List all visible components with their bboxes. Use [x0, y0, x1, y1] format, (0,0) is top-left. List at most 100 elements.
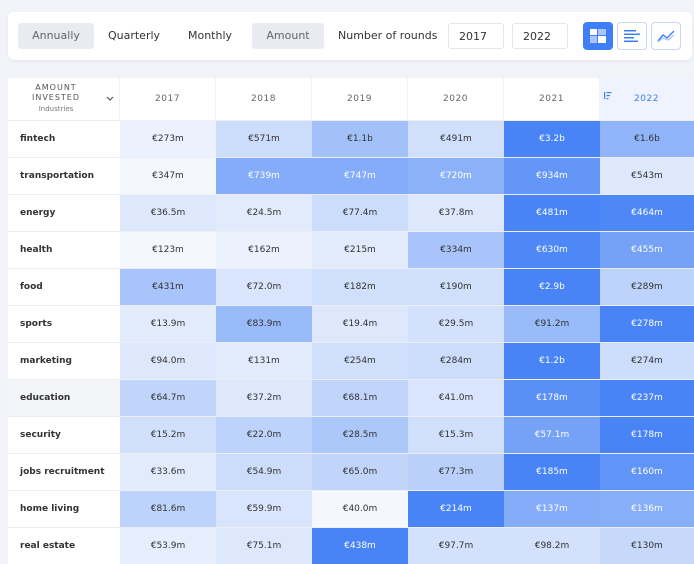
heatmap-cell[interactable]: €747m: [312, 158, 408, 194]
heatmap-cell[interactable]: €254m: [312, 343, 408, 379]
heatmap-cell[interactable]: €162m: [216, 232, 312, 268]
heatmap-cell[interactable]: €33.6m: [120, 454, 216, 490]
industry-label[interactable]: food: [20, 282, 43, 292]
heatmap-cell[interactable]: €130m: [600, 528, 694, 564]
heatmap-cell[interactable]: €15.2m: [120, 417, 216, 453]
quarterly-button[interactable]: Quarterly: [107, 29, 161, 42]
heatmap-cell[interactable]: €543m: [600, 158, 694, 194]
year-header-2020[interactable]: 2020: [408, 78, 504, 120]
heatmap-cell[interactable]: €1.1b: [312, 121, 408, 157]
heatmap-cell[interactable]: €455m: [600, 232, 694, 268]
industry-label[interactable]: security: [20, 430, 61, 440]
to-year-select[interactable]: 2022: [512, 23, 568, 49]
heatmap-cell[interactable]: €178m: [600, 417, 694, 453]
heatmap-cell[interactable]: €75.1m: [216, 528, 312, 564]
heatmap-cell[interactable]: €64.7m: [120, 380, 216, 416]
heatmap-cell[interactable]: €438m: [312, 528, 408, 564]
heatmap-cell[interactable]: €739m: [216, 158, 312, 194]
heatmap-view-button[interactable]: [583, 22, 613, 50]
heatmap-cell[interactable]: €131m: [216, 343, 312, 379]
year-header-2018[interactable]: 2018: [216, 78, 312, 120]
heatmap-cell[interactable]: €37.8m: [408, 195, 504, 231]
heatmap-cell[interactable]: €185m: [504, 454, 600, 490]
year-header-2022[interactable]: 2022: [600, 78, 694, 120]
heatmap-cell[interactable]: €22.0m: [216, 417, 312, 453]
industry-label[interactable]: sports: [20, 319, 53, 329]
heatmap-cell[interactable]: €19.4m: [312, 306, 408, 342]
heatmap-cell[interactable]: €481m: [504, 195, 600, 231]
heatmap-cell[interactable]: €289m: [600, 269, 694, 305]
industry-label[interactable]: energy: [20, 208, 56, 218]
heatmap-cell[interactable]: €72.0m: [216, 269, 312, 305]
heatmap-cell[interactable]: €13.9m: [120, 306, 216, 342]
heatmap-cell[interactable]: €347m: [120, 158, 216, 194]
heatmap-cell[interactable]: €215m: [312, 232, 408, 268]
heatmap-cell[interactable]: €2.9b: [504, 269, 600, 305]
heatmap-cell[interactable]: €190m: [408, 269, 504, 305]
heatmap-cell[interactable]: €273m: [120, 121, 216, 157]
heatmap-cell[interactable]: €57.1m: [504, 417, 600, 453]
heatmap-cell[interactable]: €284m: [408, 343, 504, 379]
industry-label[interactable]: real estate: [20, 541, 76, 551]
heatmap-cell[interactable]: €464m: [600, 195, 694, 231]
heatmap-cell[interactable]: €41.0m: [408, 380, 504, 416]
amount-button[interactable]: Amount: [252, 23, 324, 49]
heatmap-cell[interactable]: €630m: [504, 232, 600, 268]
heatmap-cell[interactable]: €278m: [600, 306, 694, 342]
heatmap-cell[interactable]: €81.6m: [120, 491, 216, 527]
heatmap-cell[interactable]: €24.5m: [216, 195, 312, 231]
heatmap-cell[interactable]: €3.2b: [504, 121, 600, 157]
annually-button[interactable]: Annually: [18, 23, 94, 49]
heatmap-cell[interactable]: €1.6b: [600, 121, 694, 157]
heatmap-cell[interactable]: €29.5m: [408, 306, 504, 342]
heatmap-cell[interactable]: €53.9m: [120, 528, 216, 564]
heatmap-cell[interactable]: €137m: [504, 491, 600, 527]
heatmap-cell[interactable]: €28.5m: [312, 417, 408, 453]
heatmap-cell[interactable]: €83.9m: [216, 306, 312, 342]
year-header-2019[interactable]: 2019: [312, 78, 408, 120]
heatmap-cell[interactable]: €68.1m: [312, 380, 408, 416]
heatmap-cell[interactable]: €94.0m: [120, 343, 216, 379]
heatmap-cell[interactable]: €15.3m: [408, 417, 504, 453]
heatmap-cell[interactable]: €37.2m: [216, 380, 312, 416]
heatmap-cell[interactable]: €36.5m: [120, 195, 216, 231]
heatmap-cell[interactable]: €91.2m: [504, 306, 600, 342]
heatmap-cell[interactable]: €214m: [408, 491, 504, 527]
heatmap-cell[interactable]: €123m: [120, 232, 216, 268]
line-chart-view-button[interactable]: [651, 22, 681, 50]
industry-label[interactable]: transportation: [20, 171, 94, 181]
heatmap-cell[interactable]: €491m: [408, 121, 504, 157]
heatmap-cell[interactable]: €59.9m: [216, 491, 312, 527]
heatmap-cell[interactable]: €274m: [600, 343, 694, 379]
amount-invested-header[interactable]: AMOUNT INVESTED Industries: [8, 78, 120, 120]
heatmap-cell[interactable]: €178m: [504, 380, 600, 416]
industry-label[interactable]: marketing: [20, 356, 72, 366]
heatmap-cell[interactable]: €571m: [216, 121, 312, 157]
heatmap-cell[interactable]: €136m: [600, 491, 694, 527]
heatmap-cell[interactable]: €98.2m: [504, 528, 600, 564]
list-view-button[interactable]: [617, 22, 647, 50]
heatmap-cell[interactable]: €40.0m: [312, 491, 408, 527]
heatmap-cell[interactable]: €77.3m: [408, 454, 504, 490]
heatmap-cell[interactable]: €97.7m: [408, 528, 504, 564]
heatmap-cell[interactable]: €334m: [408, 232, 504, 268]
heatmap-cell[interactable]: €720m: [408, 158, 504, 194]
industry-label[interactable]: home living: [20, 504, 80, 514]
industry-label[interactable]: health: [20, 245, 53, 255]
heatmap-cell[interactable]: €237m: [600, 380, 694, 416]
heatmap-cell[interactable]: €65.0m: [312, 454, 408, 490]
heatmap-cell[interactable]: €934m: [504, 158, 600, 194]
industry-label[interactable]: fintech: [20, 134, 56, 144]
heatmap-cell[interactable]: €1.2b: [504, 343, 600, 379]
monthly-button[interactable]: Monthly: [187, 29, 233, 42]
heatmap-cell[interactable]: €54.9m: [216, 454, 312, 490]
heatmap-cell[interactable]: €77.4m: [312, 195, 408, 231]
industry-label[interactable]: jobs recruitment: [20, 467, 105, 477]
heatmap-cell[interactable]: €431m: [120, 269, 216, 305]
year-header-2021[interactable]: 2021: [504, 78, 600, 120]
heatmap-cell[interactable]: €160m: [600, 454, 694, 490]
from-year-select[interactable]: 2017: [448, 23, 504, 49]
year-header-2017[interactable]: 2017: [120, 78, 216, 120]
heatmap-cell[interactable]: €182m: [312, 269, 408, 305]
industry-label[interactable]: education: [8, 380, 120, 416]
